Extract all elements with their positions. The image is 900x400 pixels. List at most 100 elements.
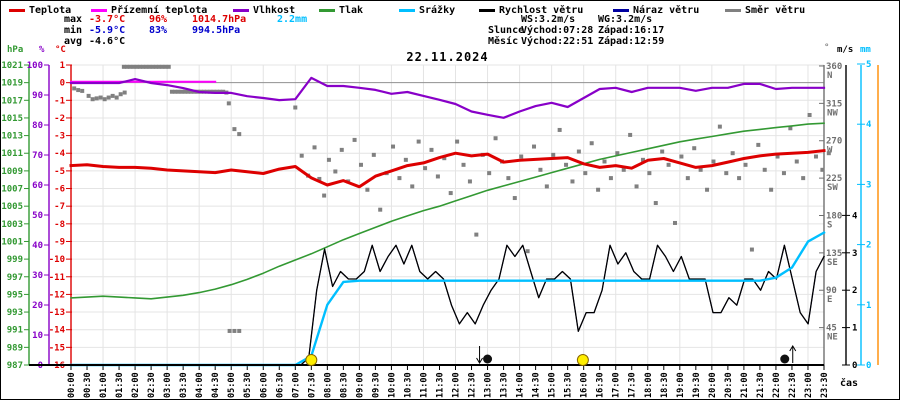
svg-text:995: 995: [7, 290, 23, 300]
svg-text:04:00: 04:00: [195, 372, 205, 398]
legend-swatch: [233, 8, 249, 12]
svg-text:40: 40: [32, 241, 43, 251]
svg-text:45: 45: [826, 324, 837, 334]
time-axis-label: čas: [840, 378, 859, 389]
svg-text:07:00: 07:00: [291, 372, 301, 398]
svg-text:1007: 1007: [1, 185, 23, 195]
svg-text:100: 100: [27, 61, 43, 71]
svg-text:12:30: 12:30: [468, 372, 478, 398]
svg-text:135: 135: [826, 249, 842, 259]
svg-text:-14: -14: [49, 326, 66, 336]
svg-text:989: 989: [7, 343, 23, 353]
svg-text:-1: -1: [54, 96, 65, 106]
astro-stat-value: Západ:16:17: [598, 25, 665, 36]
legend-item: Náraz větru: [613, 4, 699, 16]
legend-swatch: [613, 8, 629, 12]
astro-markers: [305, 345, 797, 366]
svg-text:13:30: 13:30: [500, 372, 510, 398]
svg-text:05:30: 05:30: [243, 372, 253, 398]
svg-text:90: 90: [826, 286, 837, 296]
svg-text:03:30: 03:30: [179, 372, 189, 398]
legend-item: Rychlost větru: [479, 4, 583, 16]
astro-stat-value: Východ:22:51: [521, 36, 594, 47]
svg-text:15:00: 15:00: [548, 372, 558, 398]
svg-text:0: 0: [60, 79, 65, 89]
svg-text:00:00: 00:00: [67, 372, 77, 398]
svg-text:30: 30: [32, 271, 43, 281]
sunset-marker: [576, 354, 589, 366]
series-precipitation: [69, 230, 826, 367]
series-temperature: [69, 148, 826, 189]
svg-text:W: W: [827, 146, 833, 156]
stat-value: 994.5hPa: [192, 25, 241, 36]
svg-text:23:00: 23:00: [804, 372, 814, 398]
svg-text:1009: 1009: [1, 167, 23, 177]
svg-text:14:30: 14:30: [532, 372, 542, 398]
legend-item: Srážky: [399, 4, 455, 16]
percent-axis-unit: %: [39, 45, 45, 55]
svg-text:50: 50: [32, 211, 43, 221]
svg-text:23:30: 23:30: [820, 372, 830, 398]
svg-text:993: 993: [7, 308, 23, 318]
svg-text:-13: -13: [49, 308, 65, 318]
svg-text:1: 1: [866, 301, 871, 311]
svg-text:270: 270: [826, 137, 842, 147]
legend-label: Srážky: [419, 4, 456, 16]
legend-label: Tlak: [339, 4, 364, 16]
astro-wind-summary: WS:3.2m/s WG:3.2m/s Slunce Východ:07:28 Zápa…: [1, 1, 899, 49]
legend-item: Vlhkost: [233, 4, 295, 16]
svg-text:80: 80: [32, 121, 43, 131]
legend-label: Vlhkost: [253, 4, 296, 16]
legend-label: Přízemní teplota: [111, 4, 208, 16]
svg-text:1019: 1019: [1, 79, 23, 89]
legend-swatch: [399, 8, 415, 12]
svg-text:17:30: 17:30: [628, 372, 638, 398]
astro-stat-value: WG:3.2m/s: [598, 14, 653, 25]
time-axis: 00:00 00:30 01:00 01:30 02:00 02:30 03:00 03:30…: [67, 365, 830, 398]
svg-text:09:30: 09:30: [371, 372, 381, 398]
svg-text:999: 999: [7, 255, 23, 265]
ms-axis-unit: m/s: [837, 45, 854, 55]
svg-text:14:00: 14:00: [516, 372, 526, 398]
svg-text:08:00: 08:00: [323, 372, 333, 398]
legend-item: Přízemní teplota: [91, 4, 207, 16]
svg-text:03:00: 03:00: [163, 372, 173, 398]
moonrise-marker: [780, 354, 790, 364]
svg-text:20:00: 20:00: [708, 372, 718, 398]
svg-text:2: 2: [866, 241, 871, 251]
astro-stat-value: Západ:12:59: [598, 36, 665, 47]
svg-text:3: 3: [852, 249, 857, 259]
stat-value: 96%: [149, 14, 168, 25]
astro-stat-value: Slunce: [488, 25, 525, 36]
svg-text:10:30: 10:30: [403, 372, 413, 398]
svg-text:01:00: 01:00: [99, 372, 109, 398]
svg-text:16:30: 16:30: [596, 372, 606, 398]
svg-text:02:00: 02:00: [131, 372, 141, 398]
stat-value: -4.6°C: [89, 36, 126, 47]
stat-value: -5.9°C: [89, 25, 126, 36]
svg-text:5: 5: [866, 60, 871, 70]
stat-value: min: [64, 25, 83, 36]
sunrise-marker: [305, 354, 318, 366]
mm-axis-unit: mm: [860, 45, 871, 55]
svg-text:1011: 1011: [1, 149, 23, 159]
svg-text:-5: -5: [54, 167, 65, 177]
legend-swatch: [725, 8, 741, 12]
svg-text:10: 10: [32, 331, 43, 341]
svg-text:-11: -11: [49, 273, 65, 283]
svg-text:11:00: 11:00: [419, 372, 429, 398]
svg-text:-12: -12: [49, 290, 65, 300]
svg-text:22:00: 22:00: [772, 372, 782, 398]
svg-text:225: 225: [826, 174, 842, 184]
svg-text:-3: -3: [54, 132, 65, 142]
grid: [71, 64, 824, 365]
svg-text:-16: -16: [49, 361, 65, 371]
stat-value: -3.7°C: [89, 14, 126, 25]
svg-text:1017: 1017: [1, 96, 23, 106]
svg-text:SW: SW: [827, 183, 838, 193]
svg-text:11:30: 11:30: [435, 372, 445, 398]
legend-label: Teplota: [29, 4, 72, 16]
svg-text:1: 1: [60, 61, 65, 71]
svg-text:S: S: [827, 220, 832, 230]
axis-tick-labels: 1021101910171015101310111009100710051003…: [1, 60, 872, 371]
